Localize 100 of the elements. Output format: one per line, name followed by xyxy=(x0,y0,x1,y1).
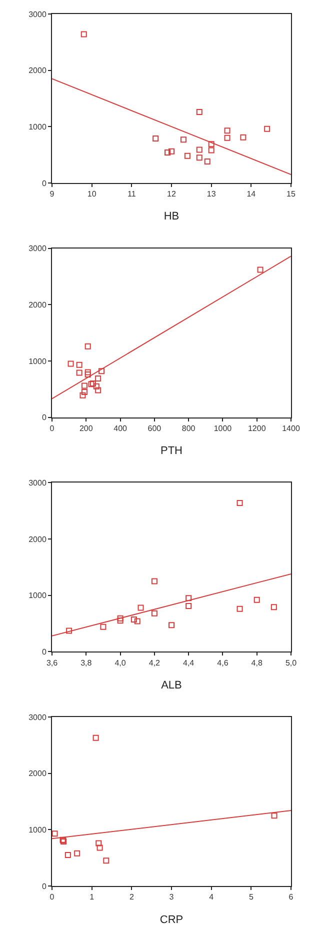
point xyxy=(74,850,80,856)
x-tick-label: 3 xyxy=(169,892,174,902)
x-tick-label: 4,2 xyxy=(148,658,161,668)
y-tick-label: 1000 xyxy=(28,356,47,366)
x-tick-label: 5 xyxy=(248,892,254,902)
point xyxy=(236,606,243,612)
point xyxy=(204,158,210,165)
point xyxy=(186,595,192,602)
x-tick-label: 15 xyxy=(286,190,296,199)
point xyxy=(84,343,91,350)
point xyxy=(84,372,91,378)
y-tick-label: 0 xyxy=(42,647,47,656)
point xyxy=(96,840,102,846)
point xyxy=(134,618,140,624)
x-tick-label: 9 xyxy=(50,190,55,199)
point xyxy=(98,368,105,374)
y-tick-label: 0 xyxy=(42,413,47,422)
y-tick-label: 2000 xyxy=(28,769,47,778)
point xyxy=(208,141,214,148)
point xyxy=(95,375,102,382)
y-tick-label: 1000 xyxy=(28,122,47,132)
point xyxy=(130,616,137,623)
point xyxy=(168,148,174,154)
point xyxy=(64,852,71,858)
x-tick-label: 5,0 xyxy=(285,658,298,668)
point xyxy=(76,362,82,368)
point xyxy=(117,618,124,624)
x-tick-label: 400 xyxy=(114,424,128,433)
point xyxy=(96,844,103,851)
point xyxy=(80,392,86,398)
y-tick-label: 3000 xyxy=(28,712,47,722)
point xyxy=(271,812,278,819)
point xyxy=(60,838,67,845)
point xyxy=(180,136,186,143)
x-tick-label: 14 xyxy=(246,190,256,199)
y-tick-label: 3000 xyxy=(28,478,47,488)
x-tick-label: 4 xyxy=(209,892,214,902)
x-axis-title: ALB xyxy=(161,679,182,692)
point xyxy=(151,610,158,616)
x-tick-label: 4,4 xyxy=(183,658,195,668)
point xyxy=(196,154,202,161)
point xyxy=(186,603,192,610)
x-tick-label: 11 xyxy=(128,190,136,199)
point xyxy=(68,360,74,367)
point xyxy=(208,147,214,154)
point xyxy=(224,134,230,141)
point xyxy=(196,108,202,115)
point xyxy=(164,150,171,156)
point xyxy=(52,830,58,837)
point xyxy=(76,370,82,376)
point xyxy=(168,622,174,628)
y-tick-label: 3000 xyxy=(28,10,47,19)
point xyxy=(103,858,110,864)
x-tick-label: 0 xyxy=(50,892,55,902)
x-tick-label: 200 xyxy=(79,424,94,433)
x-tick-label: 800 xyxy=(182,424,196,433)
x-tick-label: 12 xyxy=(167,190,176,199)
point xyxy=(81,382,88,389)
x-axis-title: HB xyxy=(164,210,180,223)
point xyxy=(93,383,100,390)
x-axis-title: PTH xyxy=(160,445,183,458)
x-tick-label: 3,6 xyxy=(46,658,58,668)
y-tick-label: 2000 xyxy=(28,66,47,76)
x-tick-label: 2 xyxy=(129,892,134,902)
point xyxy=(138,604,144,611)
x-tick-label: 3,8 xyxy=(80,658,92,668)
y-tick-label: 1000 xyxy=(28,825,47,834)
point xyxy=(196,146,202,153)
point xyxy=(81,388,88,395)
point xyxy=(80,31,87,38)
x-tick-label: 4,0 xyxy=(114,658,126,668)
point xyxy=(84,369,91,376)
point xyxy=(152,135,159,142)
point xyxy=(270,604,277,610)
x-tick-label: 4,8 xyxy=(251,658,263,668)
x-tick-label: 1200 xyxy=(248,424,266,433)
point xyxy=(264,126,270,132)
y-tick-label: 3000 xyxy=(28,244,47,254)
x-tick-label: 600 xyxy=(148,424,162,433)
point xyxy=(224,128,230,134)
y-tick-label: 1000 xyxy=(28,591,47,600)
x-tick-label: 1000 xyxy=(214,424,232,433)
point xyxy=(95,387,102,394)
x-tick-label: 10 xyxy=(87,190,97,199)
point xyxy=(100,624,106,630)
x-tick-label: 4,6 xyxy=(217,658,229,668)
x-tick-label: 1400 xyxy=(282,424,300,433)
point xyxy=(66,628,72,634)
point xyxy=(117,615,124,622)
point xyxy=(254,596,260,603)
x-tick-label: 13 xyxy=(206,190,216,199)
y-tick-label: 0 xyxy=(42,178,47,188)
point xyxy=(92,734,99,741)
point xyxy=(257,266,264,273)
y-tick-label: 2000 xyxy=(28,534,47,544)
y-tick-label: 2000 xyxy=(28,300,47,310)
x-tick-label: 6 xyxy=(288,892,294,902)
x-tick-label: 0 xyxy=(50,424,55,433)
point xyxy=(151,578,158,584)
point xyxy=(240,134,246,140)
